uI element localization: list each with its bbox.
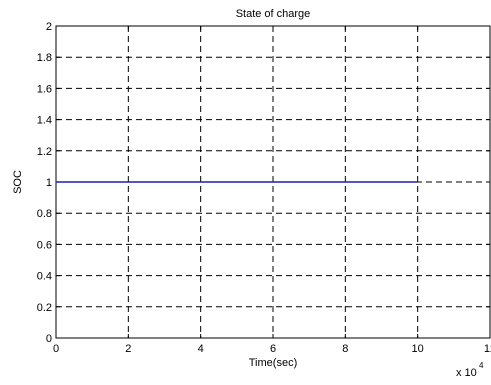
x-multiplier-label: x 10 xyxy=(456,367,477,379)
y-tick-label: 0.6 xyxy=(37,239,52,251)
y-tick-label: 2 xyxy=(46,21,52,33)
x-tick-label: 10 xyxy=(412,343,424,355)
x-tick-label: 6 xyxy=(270,343,276,355)
x-tick-label: 12 xyxy=(484,343,491,355)
x-tick-label: 2 xyxy=(125,343,131,355)
x-tick-label: 8 xyxy=(342,343,348,355)
y-tick-label: 1 xyxy=(46,177,52,189)
x-axis-title: Time(sec) xyxy=(249,357,297,369)
x-tick-label: 0 xyxy=(53,343,59,355)
y-tick-label: 1.2 xyxy=(37,146,52,158)
y-tick-label: 0.4 xyxy=(37,271,52,283)
y-tick-label: 1.8 xyxy=(37,52,52,64)
y-tick-label: 0.8 xyxy=(37,208,52,220)
tick-labels: 0 2 4 6 8 10 12 0 0.2 0.4 0.6 0.8 1 1.2 1.4 1.6 1.8 2 xyxy=(37,21,491,355)
chart-title: State of charge xyxy=(236,8,311,20)
y-tick-label: 0.2 xyxy=(37,302,52,314)
y-tick-label: 1.4 xyxy=(37,115,52,127)
y-tick-label: 0 xyxy=(46,333,52,345)
x-tick-label: 4 xyxy=(198,343,204,355)
y-axis-title: SOC xyxy=(12,170,24,194)
y-tick-label: 1.6 xyxy=(37,83,52,95)
x-multiplier-exponent: 4 xyxy=(479,361,484,370)
axis-ticks xyxy=(55,25,491,339)
